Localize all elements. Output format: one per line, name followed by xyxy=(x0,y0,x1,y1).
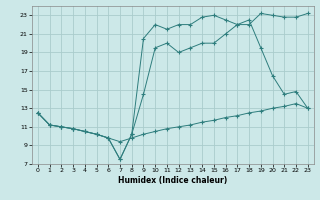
X-axis label: Humidex (Indice chaleur): Humidex (Indice chaleur) xyxy=(118,176,228,185)
